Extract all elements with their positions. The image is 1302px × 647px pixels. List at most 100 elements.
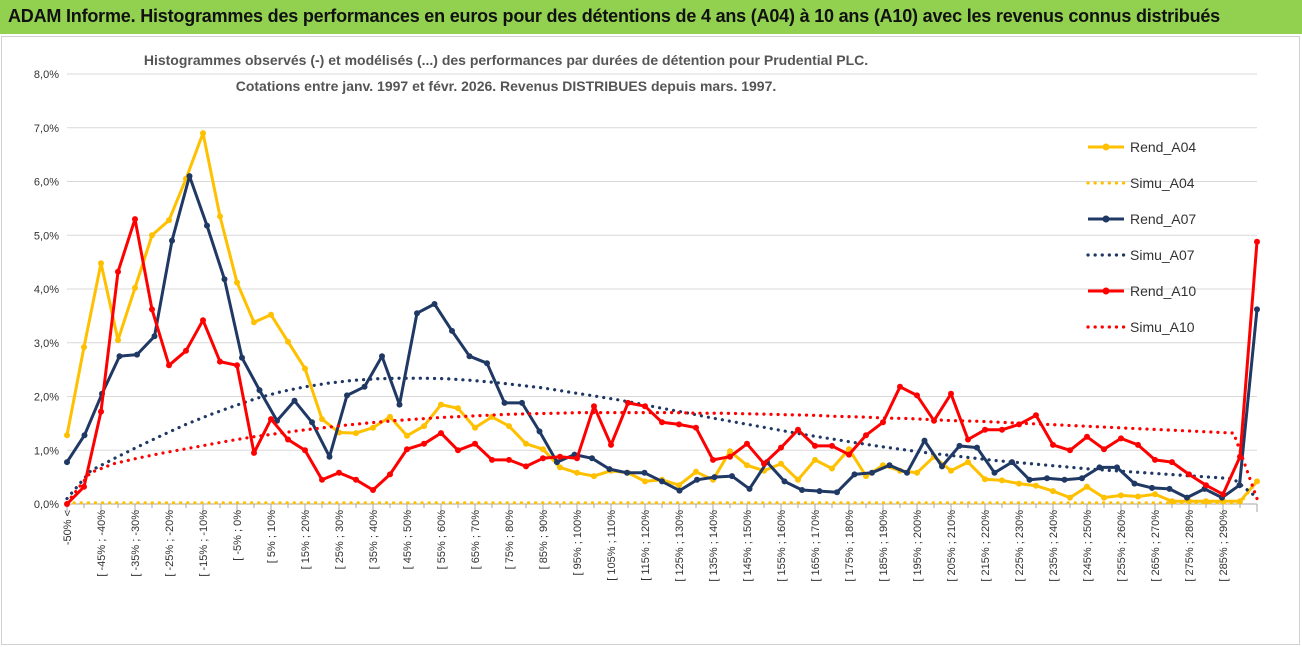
data-point-rend-a07 (694, 476, 700, 483)
x-tick-label: -50% < (62, 510, 74, 545)
x-tick-label: [ -15% ; -10% (198, 510, 210, 577)
data-point-rend-a10 (489, 456, 495, 463)
data-point-rend-a10 (642, 403, 648, 410)
data-point-rend-a10 (1050, 441, 1056, 448)
data-point-rend-a04 (268, 311, 274, 318)
legend-label-rend-a04: Rend_A04 (1130, 139, 1196, 155)
data-point-rend-a07 (641, 469, 648, 476)
data-point-rend-a10 (166, 362, 172, 369)
data-point-rend-a04 (285, 338, 291, 345)
data-point-rend-a10 (98, 408, 104, 415)
data-point-rend-a07 (1114, 464, 1120, 471)
data-point-rend-a07 (484, 360, 490, 367)
y-tick-label: 4,0% (34, 284, 59, 296)
data-point-rend-a10 (404, 446, 410, 453)
data-point-rend-a04 (132, 284, 138, 291)
data-point-rend-a10 (914, 392, 920, 399)
data-point-rend-a10 (506, 456, 512, 463)
x-tick-label: [ 185% ; 190% (878, 510, 890, 582)
data-point-rend-a04 (200, 130, 206, 137)
data-point-rend-a10 (540, 455, 546, 462)
x-tick-label: [ 275% ; 280% (1184, 510, 1196, 582)
data-point-rend-a07 (1026, 476, 1033, 483)
x-tick-label: [ 125% ; 130% (674, 510, 686, 582)
y-tick-label: 6,0% (34, 177, 59, 189)
data-point-rend-a10 (1084, 433, 1090, 440)
data-point-rend-a10 (302, 447, 308, 454)
data-point-rend-a04 (1135, 493, 1141, 500)
data-point-rend-a10 (370, 487, 376, 493)
data-point-rend-a07 (256, 387, 263, 394)
chart-title-line-2: Cotations entre janv. 1997 et févr. 2026… (236, 78, 777, 94)
data-point-rend-a10 (336, 469, 342, 476)
data-point-rend-a10 (676, 421, 682, 428)
x-tick-label: [ 195% ; 200% (912, 510, 924, 582)
data-point-rend-a04 (1101, 494, 1107, 501)
data-point-rend-a07 (676, 487, 683, 494)
data-point-rend-a07 (151, 333, 158, 340)
data-point-rend-a10 (897, 383, 903, 390)
data-point-rend-a10 (846, 451, 852, 458)
data-point-rend-a10 (200, 317, 206, 324)
data-point-rend-a04 (217, 213, 223, 220)
x-tick-label: [ 75% ; 80% (504, 510, 516, 570)
data-point-rend-a07 (116, 353, 123, 360)
data-point-rend-a07 (414, 310, 420, 317)
data-point-rend-a07 (729, 473, 735, 480)
data-point-rend-a07 (519, 399, 525, 406)
x-tick-label: [ 55% ; 60% (436, 510, 448, 570)
x-axis-ticks: -50% < [ -45% ; -40% [ -35% ; -30% [ -25% ;… (62, 510, 1230, 582)
data-point-rend-a04 (81, 344, 87, 351)
data-point-rend-a10 (234, 362, 240, 369)
data-point-rend-a10 (387, 471, 393, 478)
data-point-rend-a10 (812, 442, 818, 449)
data-point-rend-a04 (353, 430, 359, 437)
data-point-rend-a07 (904, 469, 910, 476)
x-tick-label: [ 205% ; 210% (946, 510, 958, 582)
data-point-rend-a04 (812, 456, 818, 463)
legend-marker-rend-a07 (1102, 215, 1110, 223)
data-point-rend-a10 (268, 416, 274, 423)
data-point-rend-a10 (795, 426, 801, 433)
x-tick-label: [ -45% ; -40% (96, 510, 108, 577)
data-point-rend-a10 (438, 430, 444, 437)
data-point-rend-a10 (115, 268, 121, 275)
x-tick-label: [ 25% ; 30% (334, 510, 346, 570)
data-point-rend-a04 (421, 423, 427, 430)
data-point-rend-a04 (914, 469, 920, 476)
data-point-rend-a04 (472, 424, 478, 431)
data-point-rend-a07 (536, 428, 543, 435)
data-point-rend-a10 (863, 432, 869, 439)
data-point-rend-a07 (781, 478, 788, 485)
data-point-rend-a04 (1118, 492, 1124, 499)
x-tick-label: [ 105% ; 110% (606, 510, 618, 581)
data-point-rend-a04 (727, 448, 733, 455)
y-tick-label: 0,0% (34, 499, 59, 511)
data-point-rend-a10 (727, 453, 733, 460)
data-point-rend-a07 (134, 351, 140, 358)
chart-frame: Histogrammes observés (-) et modélisés (… (1, 36, 1300, 645)
data-point-rend-a04 (234, 279, 240, 286)
data-point-rend-a10 (1220, 491, 1226, 498)
data-point-rend-a10 (472, 440, 478, 447)
data-point-rend-a07 (589, 455, 595, 462)
data-point-rend-a10 (948, 390, 954, 397)
data-point-rend-a07 (816, 488, 823, 495)
data-point-rend-a10 (523, 463, 529, 470)
data-point-rend-a04 (676, 482, 682, 489)
data-point-rend-a04 (64, 432, 70, 439)
data-point-rend-a10 (999, 426, 1005, 433)
x-tick-label: [ 85% ; 90% (538, 510, 550, 570)
data-point-rend-a04 (387, 413, 393, 420)
series-line-rend-a07 (65, 174, 1259, 500)
data-point-rend-a04 (829, 465, 835, 472)
legend-marker-rend-a10 (1102, 287, 1110, 295)
data-point-rend-a04 (574, 469, 580, 476)
data-point-rend-a10 (285, 436, 291, 443)
x-tick-label: [ -35% ; -30% (130, 510, 142, 577)
page-title: ADAM Informe. Histogrammes des performan… (8, 6, 1220, 26)
data-point-rend-a07 (1184, 494, 1190, 501)
data-point-rend-a04 (98, 260, 104, 267)
data-point-rend-a10 (574, 455, 580, 462)
grid-lines (67, 73, 1257, 451)
